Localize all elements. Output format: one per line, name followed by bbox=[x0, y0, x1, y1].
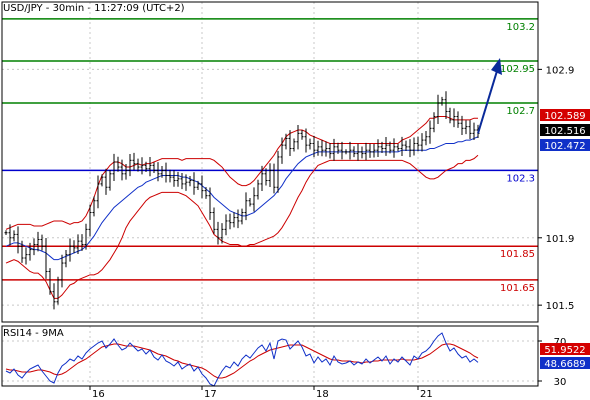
x-tick-label: 16 bbox=[92, 389, 105, 400]
level-label: 103.2 bbox=[506, 22, 535, 33]
bollinger-upper bbox=[5, 116, 478, 230]
price-badge: 102.472 bbox=[544, 141, 585, 152]
rsi-badge: 51.9522 bbox=[544, 345, 585, 356]
price-tick-label: 101.9 bbox=[546, 234, 575, 245]
moving-average bbox=[5, 136, 479, 261]
price-tick-label: 102.9 bbox=[546, 65, 575, 76]
rsi-ma-line bbox=[5, 343, 479, 379]
price-badge-bg bbox=[540, 139, 590, 151]
price-bars bbox=[4, 57, 502, 310]
rsi-tick-label: 30 bbox=[554, 377, 567, 388]
axes: 101.5 101.9 102.9 16 17 18 21 30 70 bbox=[1, 1, 575, 400]
level-label: 101.65 bbox=[500, 283, 535, 294]
level-label: 102.7 bbox=[506, 106, 535, 117]
x-tick-label: 18 bbox=[316, 389, 329, 400]
rsi-title: RSI14 - 9MA bbox=[3, 328, 64, 339]
level-label: 101.85 bbox=[500, 249, 535, 260]
projection-arrow-line bbox=[477, 70, 498, 134]
price-badge: 102.589 bbox=[544, 111, 585, 122]
rsi-tick-label: 70 bbox=[554, 337, 567, 348]
rsi-badge-bg bbox=[540, 343, 590, 355]
price-badges: 102.589 102.516 102.472 51.9522 48.6689 bbox=[540, 109, 590, 370]
rsi-panel bbox=[5, 332, 479, 387]
x-tick-label: 17 bbox=[204, 389, 217, 400]
level-lines: 103.2 102.95 102.7 102.3 101.85 101.65 bbox=[2, 18, 538, 294]
bollinger-bands bbox=[5, 116, 479, 299]
price-badge-bg bbox=[540, 109, 590, 121]
price-panel-frame bbox=[1, 1, 539, 323]
rsi-panel-frame bbox=[1, 325, 539, 387]
x-tick-label: 21 bbox=[420, 389, 433, 400]
price-tick-label: 101.5 bbox=[546, 301, 575, 312]
chart-title: USD/JPY - 30min - 11:27:09 (UTC+2) bbox=[3, 3, 185, 14]
price-badge: 102.516 bbox=[544, 126, 585, 137]
grid-lines bbox=[2, 2, 538, 386]
level-label: 102.95 bbox=[500, 64, 535, 75]
rsi-badge-bg bbox=[540, 357, 590, 369]
rsi-badge: 48.6689 bbox=[544, 359, 585, 370]
projection-arrow-head bbox=[491, 57, 502, 75]
rsi-line bbox=[5, 332, 479, 387]
bollinger-lower bbox=[5, 154, 479, 299]
level-label: 102.3 bbox=[506, 173, 535, 184]
price-badge-bg bbox=[540, 124, 590, 136]
